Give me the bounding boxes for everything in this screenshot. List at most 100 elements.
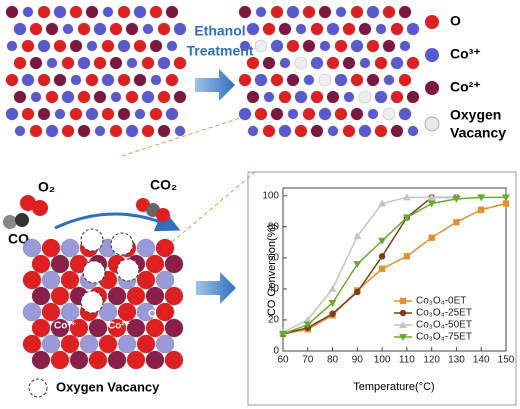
atom <box>145 254 165 274</box>
legend-label: Co²⁺ <box>450 79 481 95</box>
atom <box>335 6 347 18</box>
atom <box>88 350 108 370</box>
atom <box>238 5 252 19</box>
vacancy <box>116 258 140 282</box>
x-axis-title: Temperature(°C) <box>353 381 434 393</box>
atom <box>326 90 340 104</box>
atom <box>94 125 106 137</box>
atom <box>150 74 162 86</box>
series-line <box>282 196 506 335</box>
atom <box>85 73 99 87</box>
atom <box>326 56 340 70</box>
atom <box>238 107 252 121</box>
legend-label: Oxygen <box>450 107 501 123</box>
point <box>403 253 411 260</box>
atom <box>21 73 35 87</box>
point <box>353 261 362 269</box>
atom <box>319 40 331 52</box>
atom <box>246 90 260 104</box>
legend-label: Co₃O₄-25ET <box>416 308 472 319</box>
atom <box>53 5 67 19</box>
atom <box>270 39 284 53</box>
atom <box>350 5 364 19</box>
atom <box>367 108 379 120</box>
atom <box>37 5 51 19</box>
atom <box>262 56 276 70</box>
x-tick-label: 120 <box>423 355 440 366</box>
atom <box>107 318 127 338</box>
atom <box>286 73 300 87</box>
x-tick-label: 90 <box>352 355 364 366</box>
atom <box>14 125 26 137</box>
atom <box>50 350 70 370</box>
y-tick-label: 80 <box>268 221 280 232</box>
atom <box>61 124 75 138</box>
atom <box>13 56 27 70</box>
atom <box>406 56 420 70</box>
point <box>329 310 336 317</box>
atom <box>165 107 179 121</box>
vacancy <box>80 290 104 314</box>
atom <box>41 334 61 354</box>
atom <box>53 39 67 53</box>
atom <box>31 318 51 338</box>
atom <box>22 302 42 322</box>
atom <box>117 334 137 354</box>
point <box>353 232 362 240</box>
atom <box>155 334 175 354</box>
plot-area <box>282 187 507 352</box>
atom <box>101 39 115 53</box>
atom <box>6 40 18 52</box>
atom <box>85 107 99 121</box>
atom <box>77 22 91 36</box>
atom <box>310 22 324 36</box>
atom <box>125 90 139 104</box>
atom <box>61 56 75 70</box>
point <box>303 321 312 329</box>
point <box>427 200 436 208</box>
atom <box>79 334 99 354</box>
series-line <box>282 196 457 334</box>
atom <box>155 270 175 290</box>
atom <box>406 22 420 36</box>
atom <box>145 286 165 306</box>
legend-label: Co₃O₄-75ET <box>416 332 472 343</box>
atom <box>358 90 372 104</box>
atom <box>102 6 114 18</box>
atom <box>21 107 35 121</box>
x-tick-label: 60 <box>277 355 289 366</box>
point <box>402 193 411 201</box>
legend-label: Co₃O₄-50ET <box>416 320 472 331</box>
atom <box>262 22 276 36</box>
atom <box>93 90 107 104</box>
atom <box>286 39 300 53</box>
atom <box>366 73 380 87</box>
vacancy <box>80 228 104 252</box>
decoration <box>54 69 517 406</box>
atom <box>359 57 371 69</box>
atom <box>126 57 138 69</box>
atom <box>287 108 299 120</box>
atom <box>37 107 51 121</box>
atom <box>45 124 59 138</box>
atom <box>126 350 146 370</box>
x-tick-label: 150 <box>498 355 515 366</box>
atom <box>399 40 411 52</box>
atom <box>157 56 171 70</box>
atom <box>398 107 412 121</box>
cluster <box>22 228 184 370</box>
y-tick-label: 40 <box>268 284 280 295</box>
atom <box>375 23 387 35</box>
atom <box>254 39 268 53</box>
atom <box>350 73 364 87</box>
legend-vacancy <box>424 116 440 132</box>
site-label: O <box>148 308 157 320</box>
atom <box>77 124 91 138</box>
atom <box>29 124 43 138</box>
atom <box>382 39 396 53</box>
atom <box>164 254 184 274</box>
vacancy <box>82 260 106 284</box>
atom <box>294 90 308 104</box>
x-tick-label: 110 <box>399 355 415 366</box>
atom <box>136 334 156 354</box>
